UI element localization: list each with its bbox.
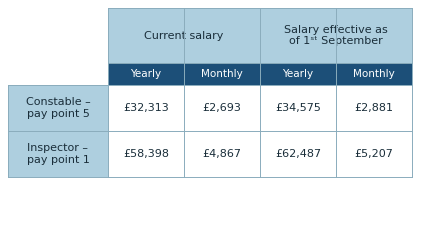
Bar <box>108 85 412 131</box>
Text: £32,313: £32,313 <box>123 103 169 113</box>
Text: £62,487: £62,487 <box>275 149 321 159</box>
Text: £34,575: £34,575 <box>275 103 321 113</box>
Text: £4,867: £4,867 <box>203 149 242 159</box>
Bar <box>8 131 108 177</box>
Bar <box>108 63 412 85</box>
Text: Constable –
pay point 5: Constable – pay point 5 <box>26 97 91 119</box>
Bar <box>108 8 412 63</box>
Text: Yearly: Yearly <box>131 69 162 79</box>
Text: £2,693: £2,693 <box>203 103 241 113</box>
Text: Salary effective as
of 1ˢᵗ September: Salary effective as of 1ˢᵗ September <box>284 25 388 46</box>
Text: £58,398: £58,398 <box>123 149 169 159</box>
Text: £2,881: £2,881 <box>354 103 394 113</box>
Bar <box>108 131 412 177</box>
Bar <box>8 85 108 131</box>
Text: Monthly: Monthly <box>353 69 395 79</box>
Text: Inspector –
pay point 1: Inspector – pay point 1 <box>27 143 89 165</box>
Text: Current salary: Current salary <box>144 31 224 40</box>
Text: Monthly: Monthly <box>201 69 243 79</box>
Text: Yearly: Yearly <box>282 69 314 79</box>
Text: £5,207: £5,207 <box>354 149 394 159</box>
Bar <box>8 8 108 85</box>
